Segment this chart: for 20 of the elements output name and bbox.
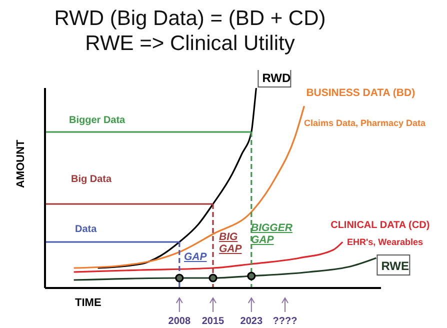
chart-title: RWD (Big Data) = (BD + CD) bbox=[53, 6, 327, 31]
x-tick-label: ???? bbox=[272, 316, 298, 327]
series-label: RWD bbox=[262, 71, 291, 85]
x-tick-label: 2008 bbox=[168, 316, 191, 327]
chart-subtitle: RWE => Clinical Utility bbox=[84, 31, 296, 56]
y-axis-title: AMOUNT bbox=[14, 139, 27, 188]
series-label: Data bbox=[75, 224, 98, 235]
x-tick-label: 2023 bbox=[240, 316, 263, 327]
series-label: RWE bbox=[381, 259, 409, 273]
annotation: Claims Data, Pharmacy Data bbox=[304, 117, 426, 129]
x-tick-label: 2015 bbox=[202, 316, 225, 327]
annotation: BIG GAP bbox=[219, 231, 242, 255]
x-axis-title: TIME bbox=[75, 297, 102, 309]
series-label: CLINICAL DATA (CD) bbox=[330, 220, 430, 231]
annotation: GAP bbox=[184, 251, 207, 263]
series-label: Bigger Data bbox=[69, 115, 126, 126]
series-label: Big Data bbox=[71, 174, 112, 185]
annotation: EHR's, Wearables bbox=[347, 236, 424, 248]
annotation: BIGGER GAP bbox=[251, 222, 292, 246]
series-label: BUSINESS DATA (BD) bbox=[306, 87, 416, 99]
